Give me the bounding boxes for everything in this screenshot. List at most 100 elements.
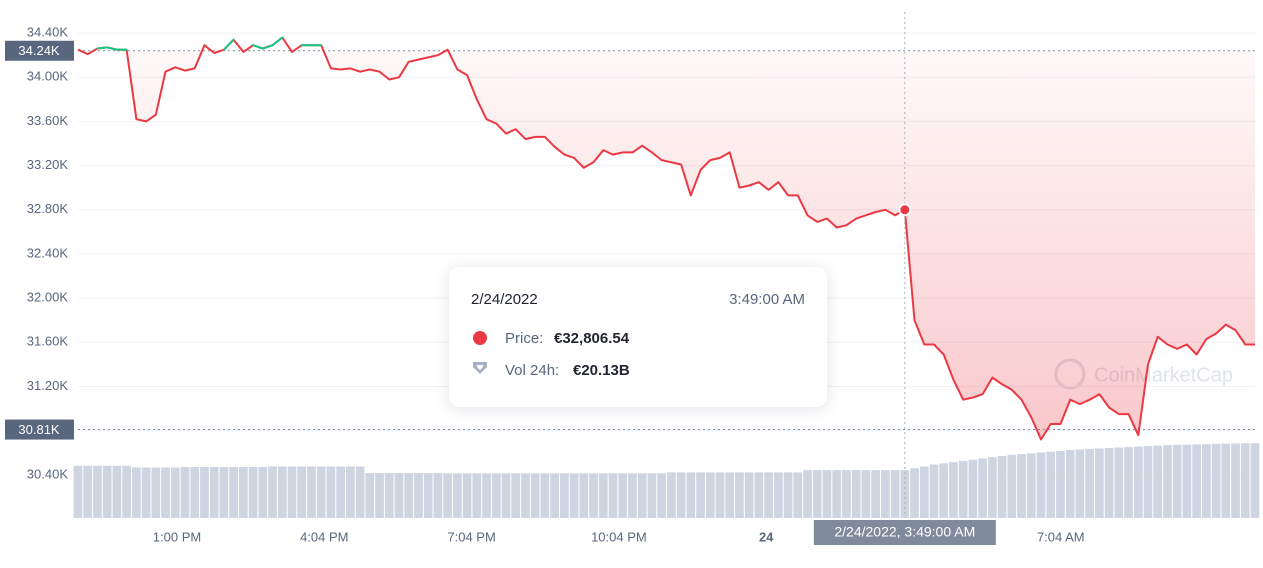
volume-bar [1182, 444, 1192, 518]
volume-bar [102, 465, 112, 518]
volume-bar [258, 466, 268, 518]
volume-bar [112, 465, 122, 518]
price-line-up [261, 44, 274, 50]
volume-bar [297, 466, 307, 518]
volume-bar [394, 473, 404, 518]
volume-bar [598, 473, 608, 518]
volume-bar [900, 470, 910, 518]
reference-label-box [5, 419, 74, 440]
volume-bar [1065, 449, 1075, 518]
volume-bar [375, 473, 384, 518]
volume-label: Vol 24h: [505, 362, 560, 379]
volume-bar [569, 473, 579, 518]
volume-bar [453, 473, 462, 518]
volume-bar [209, 466, 219, 518]
price-line-up [106, 46, 118, 51]
volume-bar [1114, 447, 1124, 518]
volume-bar [521, 473, 530, 518]
tooltip: 2/24/2022 3:49:00 AM Price: €32,806.54 V… [449, 267, 827, 407]
volume-bar [501, 473, 511, 518]
volume-bar [890, 470, 900, 518]
y-tick-label: 32.40K [27, 245, 69, 260]
x-tick-label: 7:04 PM [447, 529, 495, 544]
volume-bar [958, 460, 968, 518]
volume-bar [472, 473, 482, 518]
volume-icon [472, 361, 488, 375]
area [80, 50, 1255, 440]
volume-bar [530, 473, 540, 518]
x-tick-label: 1:00 PM [153, 529, 201, 544]
volume-bar [122, 465, 131, 518]
x-tick-label: 10:04 PM [591, 529, 647, 544]
volume-bar [83, 465, 93, 518]
volume-bar [384, 473, 394, 518]
reference-label-box [5, 40, 74, 61]
volume-bar [1192, 444, 1201, 518]
volume-bar [239, 466, 248, 518]
volume-bar [754, 472, 764, 518]
price-value: €32,806.54 [554, 330, 630, 347]
volume-bar [910, 468, 919, 518]
x-tick-label: 24 [759, 529, 774, 544]
volume-bar [978, 458, 987, 518]
y-tick-label: 32.00K [27, 290, 69, 305]
volume-bar [686, 472, 696, 518]
volume-bar [851, 470, 861, 518]
volume-bar [764, 472, 773, 518]
volume-bar [1026, 453, 1036, 518]
price-line-up [96, 46, 109, 50]
hover-point [898, 203, 912, 217]
volume-bar [443, 473, 452, 518]
volume-bar [190, 466, 200, 518]
volume-bar [287, 466, 297, 518]
y-tick-label: 34.00K [27, 69, 69, 84]
tooltip-time: 3:49:00 AM [729, 291, 805, 308]
y-tick-label: 32.80K [27, 201, 69, 216]
volume-bar [705, 472, 715, 518]
volume-bar [161, 467, 170, 518]
volume-bar [676, 472, 686, 518]
volume-bar [832, 470, 842, 518]
volume-bar [511, 473, 521, 518]
volume-bar [822, 470, 832, 518]
volume-bar [939, 463, 949, 518]
volume-bar [608, 473, 618, 518]
price-line-up [252, 44, 264, 50]
volume-bar [93, 465, 102, 518]
price-dot [473, 331, 487, 345]
volume-bar [1124, 447, 1133, 518]
volume-bar [1017, 454, 1026, 518]
volume-bar [1153, 445, 1163, 518]
volume-bar [997, 456, 1007, 518]
volume-bar [560, 473, 569, 518]
volume-bar [219, 466, 229, 518]
volume-bar [229, 466, 238, 518]
y-tick-label: 33.20K [27, 157, 69, 172]
volume-bar [618, 473, 628, 518]
volume-bar [316, 466, 326, 518]
volume-bar [132, 467, 141, 518]
volume-bar [744, 472, 754, 518]
volume-bar [200, 466, 209, 518]
volume-bar [365, 473, 375, 518]
volume-bar [1172, 444, 1182, 518]
volume-bar [871, 470, 880, 518]
volume-bar [1036, 452, 1046, 518]
price-label: Price: [505, 330, 544, 347]
volume-bar [414, 473, 423, 518]
volume-bar [268, 466, 277, 518]
volume-bar [540, 473, 550, 518]
volume-bar [812, 470, 822, 518]
volume-bar [589, 473, 598, 518]
price-line-up [271, 36, 284, 47]
volume-bar [1075, 449, 1085, 518]
volume-bar [1231, 443, 1240, 518]
volume-bar [1143, 446, 1153, 518]
volume-bar [637, 473, 647, 518]
volume-bar [579, 473, 589, 518]
volume-bar [1221, 443, 1231, 518]
volume-bar [696, 472, 705, 518]
volume-bar [968, 459, 978, 518]
volume-bar [1104, 448, 1114, 518]
